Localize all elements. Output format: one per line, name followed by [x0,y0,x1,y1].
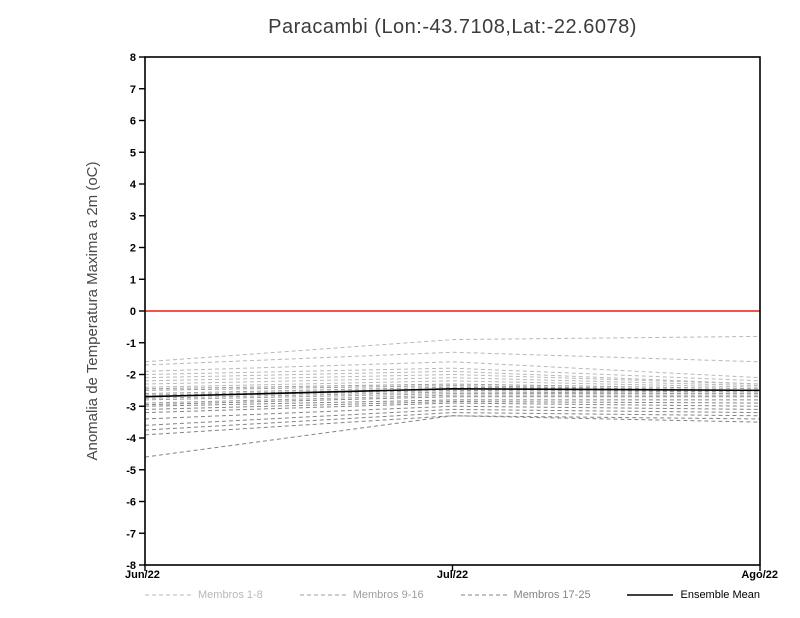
legend-label: Membros 1-8 [198,589,263,601]
series-line [144,387,761,398]
series-line [144,402,761,414]
tick-label: -6 [126,497,136,509]
tick-label: -2 [126,370,136,382]
tick-label: 1 [130,274,136,286]
series-line [144,351,761,366]
legend-line-sample [627,594,674,596]
series-line [144,388,761,396]
series-line [144,370,761,385]
tick-label: Jul/22 [437,569,468,581]
tick-label: 5 [130,147,136,159]
chart-title: Paracambi (Lon:-43.7108,Lat:-22.6078) [268,16,637,38]
series-line [144,412,761,431]
tick-label: -3 [126,401,136,413]
tick-label: -4 [126,433,137,445]
series-line [144,400,761,410]
tick-label: 4 [130,179,137,191]
series-line [144,377,761,387]
tick-label: -7 [126,528,136,540]
series-line [144,393,760,401]
tick-label: -8 [126,560,136,572]
legend-line-sample [460,594,507,596]
series-line [144,380,761,388]
tick-label: 0 [130,306,136,318]
tick-label: 7 [130,84,136,96]
tick-label: Ago/22 [741,569,778,581]
series-line [144,361,761,379]
tick-label: -1 [126,338,136,350]
series-line [144,391,761,399]
tick-label: 8 [130,52,136,64]
legend-item-4: Ensemble Mean [627,589,760,601]
legend-item-3: Membros 17-25 [460,589,591,601]
tick-label: 2 [130,243,136,255]
legend-item-1: Membros 1-8 [145,589,263,601]
series-line [144,389,761,398]
legend-label: Membros 17-25 [513,589,591,601]
series-line [144,394,760,404]
tick-label: Jun/22 [125,569,160,581]
series-line [144,373,761,385]
series-line [144,415,761,458]
legend-line-sample [145,594,191,596]
legend-label: Ensemble Mean [680,589,760,601]
series-line [144,399,760,407]
tick-label: -5 [126,465,136,477]
legend: Membros 1-8 Membros 9-16 Membros 17-25 Ense… [145,586,760,604]
series-line [144,408,761,426]
tick-label: 3 [130,211,136,223]
tick-label: 6 [130,116,136,128]
series-line [144,385,761,391]
series-line [144,335,761,363]
legend-item-2: Membros 9-16 [299,589,424,601]
series-line [144,405,761,420]
legend-line-sample [299,594,346,596]
series-line [144,367,761,382]
series-line [144,383,761,390]
series-line [144,396,760,406]
legend-label: Membros 9-16 [352,589,424,601]
